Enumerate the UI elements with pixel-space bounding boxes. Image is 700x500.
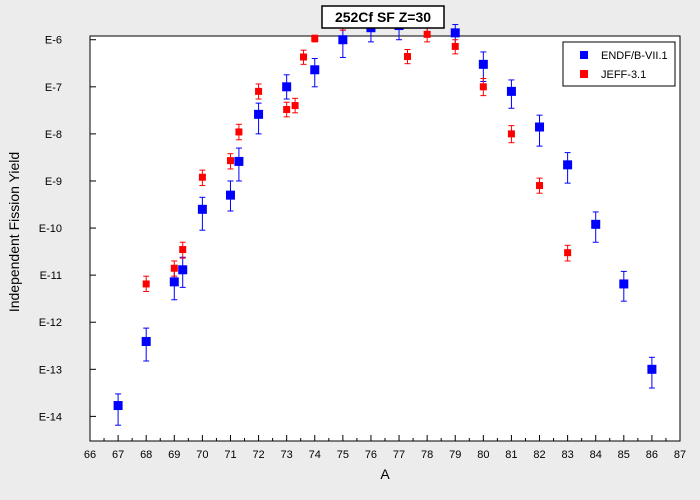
data-point-endf [506, 86, 516, 96]
legend-label-endf: ENDF/B-VII.1 [601, 50, 668, 62]
data-point-jeff [403, 53, 411, 61]
x-tick-label: 74 [309, 449, 321, 461]
y-tick-label: E-12 [39, 317, 62, 329]
data-point-endf [338, 35, 348, 45]
data-point-jeff [423, 30, 431, 38]
legend-box [562, 41, 676, 87]
data-point-endf [234, 156, 244, 166]
data-point-jeff [170, 264, 178, 272]
x-axis-label: A [380, 466, 390, 482]
chart-title: 252Cf SF Z=30 [335, 9, 431, 25]
legend-label-jeff: JEFF-3.1 [601, 69, 646, 81]
x-tick-label: 72 [252, 449, 264, 461]
x-tick-label: 73 [281, 449, 293, 461]
data-point-endf [282, 82, 292, 92]
data-point-endf [478, 59, 488, 69]
data-point-endf [169, 277, 179, 287]
data-point-jeff [451, 42, 459, 50]
data-point-endf [225, 190, 235, 200]
x-tick-label: 75 [337, 449, 349, 461]
x-tick-label: 85 [618, 449, 630, 461]
x-tick-label: 68 [140, 449, 152, 461]
x-tick-label: 86 [646, 449, 658, 461]
data-point-endf [310, 65, 320, 75]
x-tick-label: 69 [168, 449, 180, 461]
x-tick-label: 66 [84, 449, 96, 461]
data-point-jeff [283, 105, 291, 113]
data-point-endf [647, 364, 657, 374]
data-point-jeff [536, 182, 544, 190]
y-tick-label: E-10 [39, 223, 62, 235]
x-tick-label: 67 [112, 449, 124, 461]
data-point-jeff [479, 83, 487, 91]
data-point-jeff [311, 35, 319, 43]
x-tick-label: 70 [196, 449, 208, 461]
chart-title-box [321, 5, 445, 29]
y-tick-label: E-7 [45, 82, 62, 94]
x-tick-label: 76 [365, 449, 377, 461]
y-axis-label: Independent Fission Yield [6, 152, 22, 312]
data-point-jeff [226, 157, 234, 165]
x-tick-label: 87 [674, 449, 686, 461]
x-tick-label: 84 [590, 449, 602, 461]
data-point-jeff [300, 53, 308, 61]
data-markers [113, 13, 657, 411]
plot-area [89, 35, 681, 442]
data-point-jeff [235, 128, 243, 136]
data-point-endf [535, 122, 545, 132]
data-point-endf [591, 219, 601, 229]
data-point-jeff [142, 280, 150, 288]
data-point-jeff [564, 249, 572, 257]
data-point-jeff [255, 87, 263, 95]
x-tick-label: 71 [224, 449, 236, 461]
data-point-jeff [179, 246, 187, 254]
x-tick-label: 83 [561, 449, 573, 461]
data-point-endf [619, 279, 629, 289]
y-tick-label: E-13 [39, 364, 62, 376]
data-point-endf [178, 265, 188, 275]
data-point-endf [450, 28, 460, 38]
data-point-endf [113, 401, 123, 411]
data-point-jeff [198, 173, 206, 181]
legend: ENDF/B-VII.1 JEFF-3.1 [562, 41, 676, 87]
y-tick-label: E-11 [40, 270, 62, 282]
y-tick-label: E-14 [39, 411, 62, 423]
x-tick-label: 78 [421, 449, 433, 461]
y-tick-label: E-8 [45, 129, 62, 141]
axes: 66 67 68 69 70 71 72 73 74 75 76 77 78 79 80 81 82 83 84 85… [39, 35, 686, 461]
data-point-endf [563, 160, 573, 170]
y-tick-label: E-9 [45, 176, 62, 188]
x-tick-label: 81 [505, 449, 517, 461]
x-tick-label: 80 [477, 449, 489, 461]
x-tick-label: 77 [393, 449, 405, 461]
data-point-endf [197, 204, 207, 214]
y-tick-label: E-6 [45, 35, 62, 47]
legend-marker-jeff [580, 70, 588, 78]
x-tick-label: 82 [533, 449, 545, 461]
data-point-endf [254, 109, 264, 119]
x-tick-label: 79 [449, 449, 461, 461]
data-point-jeff [507, 130, 515, 138]
legend-marker-endf [580, 51, 588, 59]
data-point-endf [141, 336, 151, 346]
data-point-jeff [291, 102, 299, 110]
